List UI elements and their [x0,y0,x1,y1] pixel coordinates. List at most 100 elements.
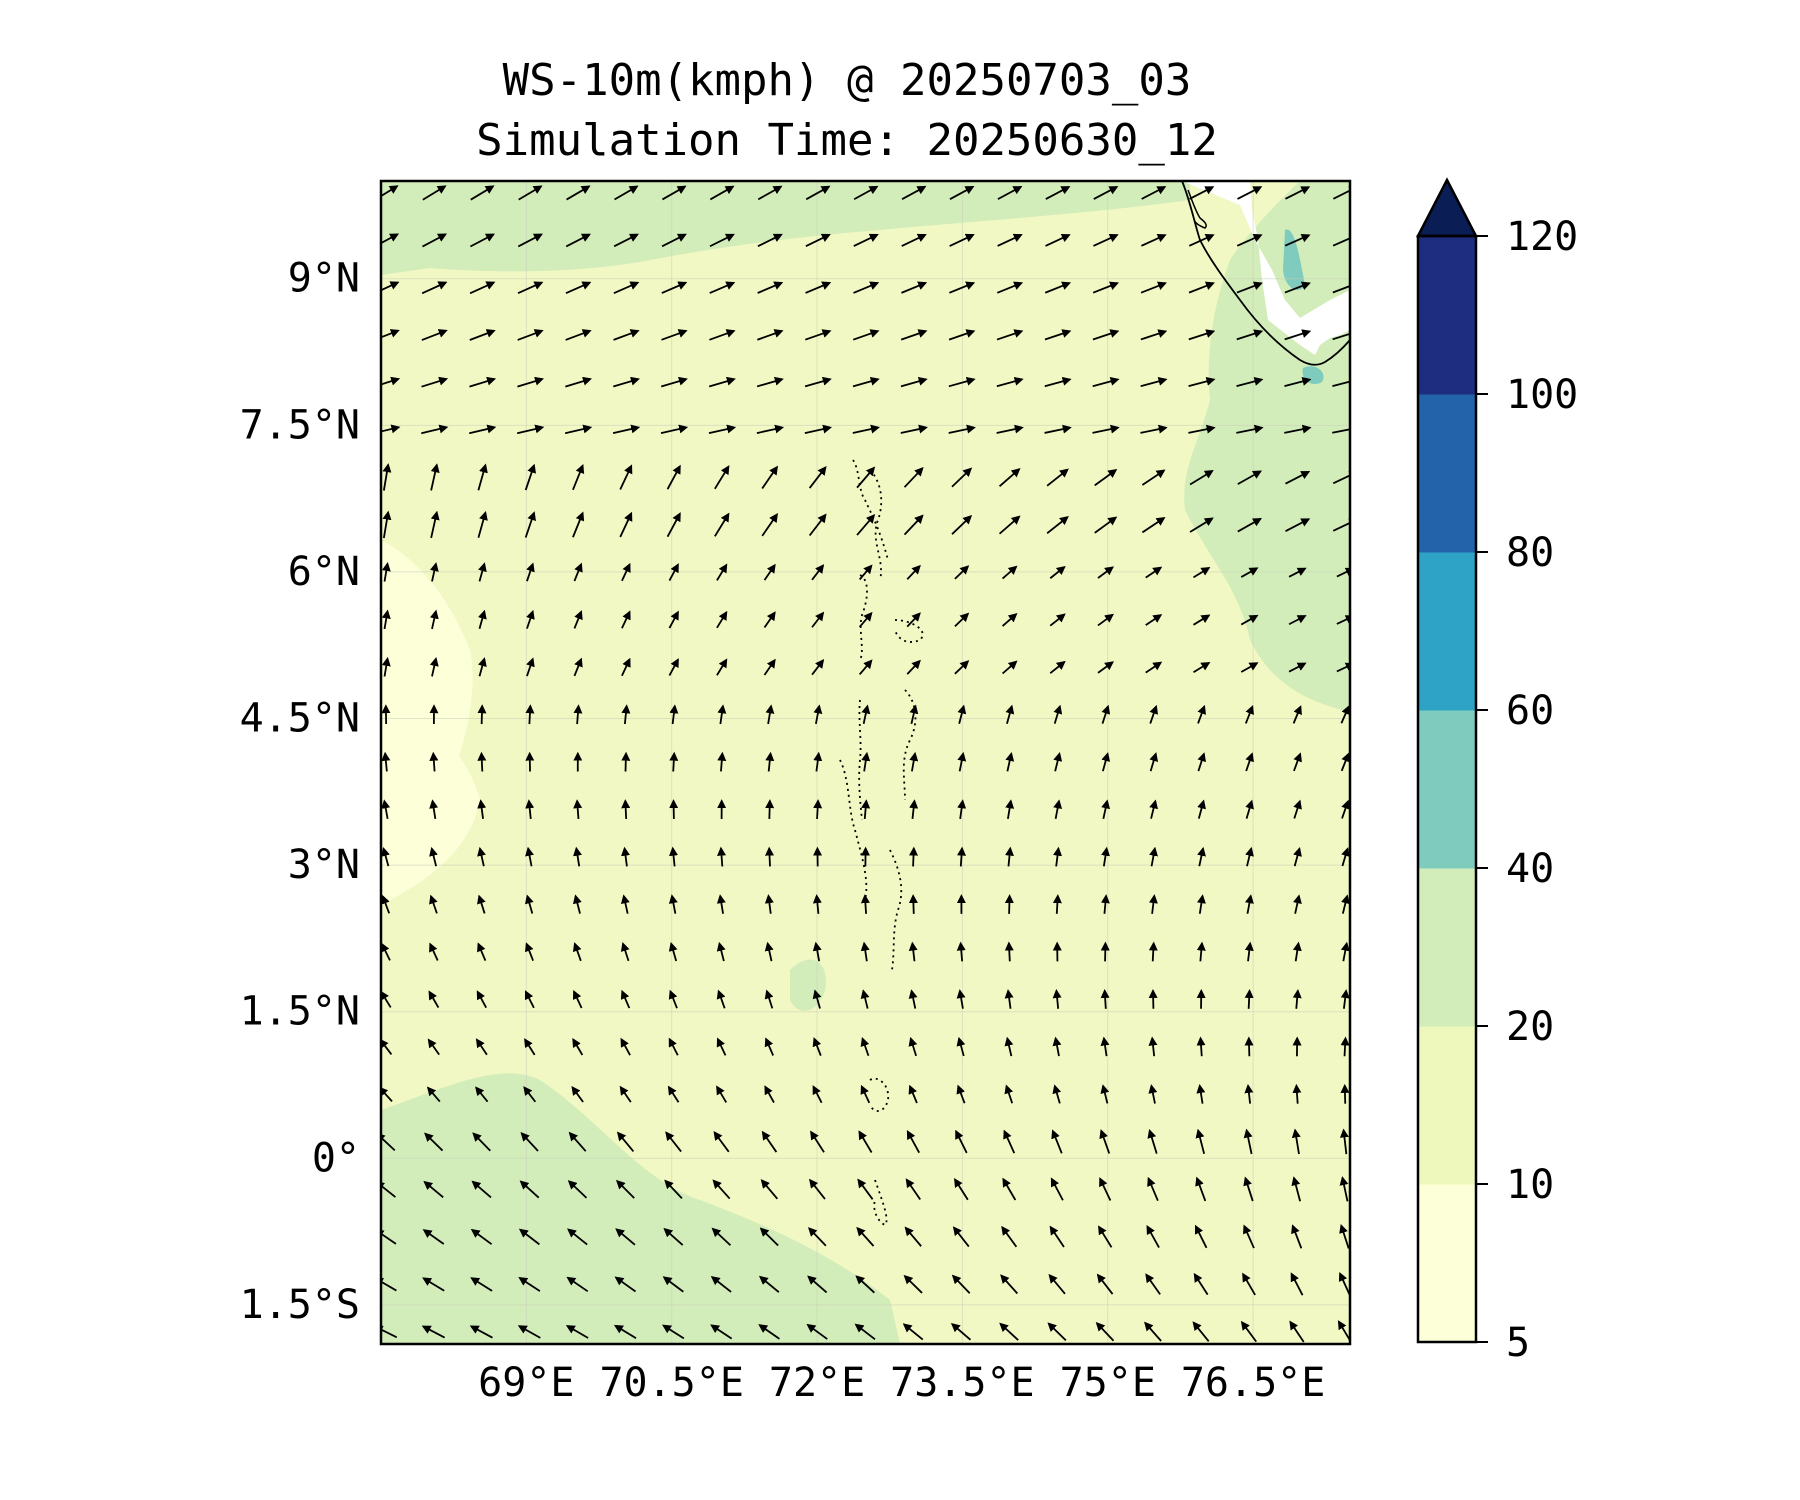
wind-vector-field [381,185,1350,1343]
wind-vector-arrow [668,894,678,914]
wind-vector-arrow [858,1130,873,1153]
wind-vector-arrow [909,846,919,867]
wind-vector-arrow [758,1275,780,1293]
wind-vector-arrow [1245,799,1254,819]
wind-vector-arrow [477,463,488,491]
wind-vector-arrow [1195,1176,1207,1202]
wind-vector-arrow [1332,329,1350,341]
wind-vector-arrow [1332,518,1350,532]
wind-vector-arrow [763,611,776,629]
wind-vector-arrow [711,1227,732,1246]
colorbar-bin [1418,710,1476,869]
wind-vector-arrow [764,989,774,1009]
wind-vector-arrow [1044,281,1072,294]
wind-vector-arrow [524,511,536,538]
wind-vector-arrow [565,329,592,341]
wind-vector-arrow [716,894,726,914]
wind-vector-arrow [613,1324,637,1339]
wind-vector-arrow [812,941,822,962]
wind-vector-arrow [756,424,785,434]
wind-vector-arrow [1097,566,1114,579]
atoll-fuvahmulah [873,1179,888,1227]
wind-vector-arrow [381,376,401,386]
wind-vector-arrow [661,281,688,294]
wind-vector-arrow [714,512,730,537]
wind-vector-arrow [382,463,392,491]
wind-vector-arrow [1291,1128,1301,1155]
wind-vector-arrow [804,329,832,341]
wind-vector-arrow [1145,1273,1161,1295]
wind-vector-arrow [1242,1272,1256,1296]
wind-vector-arrow [906,659,921,675]
wind-vector-arrow [949,233,975,247]
wind-vector-arrow [662,1324,685,1340]
wind-vector-arrow [1292,989,1302,1009]
colorbar-extend-arrow [1415,177,1479,238]
wind-vector-arrow [908,941,918,962]
wind-vector-arrow [1338,1271,1350,1296]
wind-vector-arrow [1045,186,1071,200]
wind-vector-arrow [1145,566,1163,579]
wind-vector-arrow [1092,329,1120,341]
wind-vector-arrow [428,990,440,1009]
wind-vector-arrow [429,799,439,819]
wind-vector-arrow [381,424,401,434]
wind-vector-arrow [856,513,876,536]
wind-vector-arrow [381,799,391,819]
wind-vector-arrow [1196,894,1206,914]
lon-tick-label: 76.5°E [1181,1360,1326,1406]
lat-tick-label: 6°N [288,549,360,595]
wind-vector-arrow [1240,567,1259,578]
wind-vector-arrow [810,1130,825,1153]
wind-vector-arrow [853,185,879,201]
wind-vector-arrow [1145,661,1163,674]
wind-vector-arrow [572,1037,584,1056]
wind-vector-arrow [1101,704,1111,724]
wind-vector-arrow [853,281,880,294]
wind-vector-arrow [1101,799,1111,819]
wind-vector-arrow [1240,1320,1257,1343]
wind-vector-arrow [567,1180,588,1199]
wind-vector-arrow [619,1085,632,1103]
wind-vector-arrow [1340,752,1350,772]
wind-vector-arrow [1292,705,1302,724]
wind-vector-arrow [1332,377,1350,387]
wind-vector-arrow [426,1086,441,1103]
wind-vector-arrow [430,510,440,539]
wind-vector-arrow [1237,470,1262,485]
wind-vector-arrow [524,463,536,491]
wind-vector-arrow [908,1084,918,1104]
wind-vector-arrow [764,894,774,914]
wind-vector-arrow [381,990,392,1008]
wind-vector-arrow [1193,567,1211,579]
wind-vector-arrow [422,185,447,201]
wind-vector-arrow [421,376,449,388]
wind-vector-arrow [381,847,390,867]
wind-vector-arrow [808,513,827,537]
wind-vector-arrow [808,1227,827,1247]
wind-vector-arrow [1005,799,1015,819]
wind-vector-arrow [813,704,823,725]
wind-vector-arrow [1340,705,1350,724]
wind-vector-arrow [1147,1176,1159,1202]
wind-vector-arrow [668,563,679,582]
wind-vector-arrow [1340,941,1350,962]
lat-tick-label: 1.5°N [240,989,360,1035]
wind-vector-arrow [1244,989,1254,1009]
wind-vector-arrow [478,562,487,582]
wind-vector-arrow [1243,1224,1255,1249]
wind-vector-arrow [1340,1036,1350,1057]
wind-vector-arrow [1053,846,1062,867]
wind-vector-arrow [902,1323,924,1341]
wind-vector-arrow [565,376,592,388]
wind-vector-arrow [948,424,976,434]
wind-vector-arrow [478,657,487,677]
wind-vector-arrow [1196,941,1206,962]
wind-vector-arrow [573,704,583,725]
wind-vector-arrow [615,1228,636,1246]
wind-vector-arrow [422,1277,445,1292]
wind-vector-arrow [1288,615,1307,626]
wind-vector-arrow [999,1322,1019,1341]
wind-vector-arrow [1053,799,1063,819]
wind-vector-arrow [1141,516,1166,534]
